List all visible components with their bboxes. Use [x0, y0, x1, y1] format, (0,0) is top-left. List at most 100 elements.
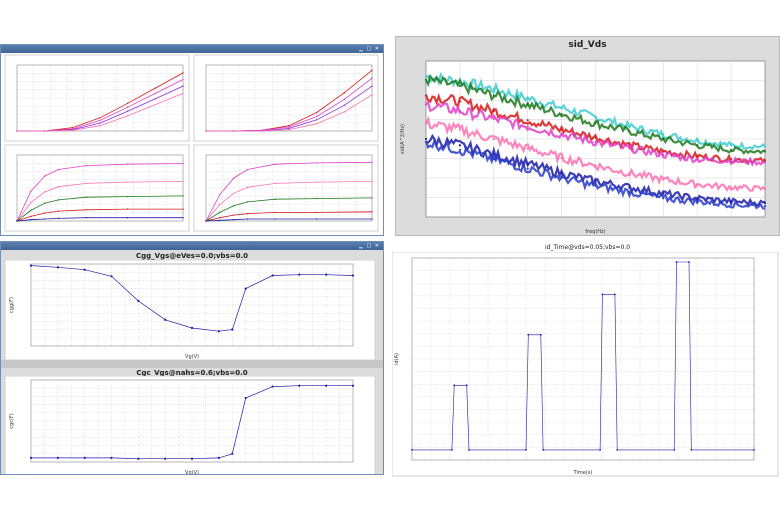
sid-point — [730, 148, 733, 152]
sid-point — [662, 150, 665, 153]
sid-point — [424, 78, 428, 81]
sid-point — [763, 161, 767, 164]
data-point — [219, 219, 221, 222]
subplot-idvg-linear — [4, 54, 190, 142]
cgg-title: Cgg_Vgs@eVes=0.0;vbs=0.0 — [135, 252, 249, 260]
data-point — [219, 203, 221, 206]
sid-point — [662, 178, 665, 181]
sid-point — [730, 203, 733, 206]
data-point — [527, 333, 530, 336]
idtime-group: Time(s) id(A) — [392, 252, 779, 477]
sid-series-band — [424, 115, 766, 193]
data-point — [371, 161, 373, 163]
window-controls[interactable]: ▁ □ ✕ — [359, 46, 380, 52]
sid-point — [628, 172, 631, 175]
sid-point — [628, 125, 631, 128]
data-point — [57, 217, 60, 220]
data-point — [260, 130, 263, 132]
sid-point — [492, 137, 495, 141]
cap-window-controls[interactable]: ▁ □ ✕ — [359, 243, 380, 249]
data-point — [232, 130, 235, 132]
data-point — [351, 384, 355, 387]
data-point — [315, 211, 318, 214]
data-point — [315, 123, 318, 125]
sid-ylabel: sid(A^2/Hz) — [400, 124, 406, 154]
data-point — [126, 102, 129, 104]
data-point — [29, 264, 33, 267]
sid-point — [594, 136, 597, 139]
data-point — [468, 449, 470, 451]
sid-plot-group: freq(Hz) sid(A^2/Hz) — [400, 60, 767, 235]
data-point — [616, 449, 619, 451]
data-point — [231, 328, 234, 331]
idtime-xlabel: Time(s) — [573, 470, 593, 476]
data-point — [274, 211, 276, 214]
sid-point — [526, 103, 529, 106]
data-point — [30, 201, 32, 204]
data-point — [298, 384, 301, 387]
window-maximize-icon[interactable]: □ — [366, 243, 373, 249]
data-point — [371, 180, 373, 183]
data-point — [274, 198, 276, 200]
data-point — [675, 261, 678, 263]
data-point — [690, 449, 693, 451]
data-point — [217, 456, 220, 459]
data-point — [71, 129, 74, 132]
data-point — [164, 318, 167, 321]
sid-point — [458, 144, 461, 147]
sid-point — [526, 97, 529, 100]
data-point — [182, 195, 184, 197]
window-minimize-icon[interactable]: ▁ — [359, 46, 364, 52]
sid-point — [730, 144, 733, 147]
data-point — [126, 181, 129, 183]
sid-point — [594, 141, 597, 144]
sid-point — [662, 197, 665, 200]
subplot-idvd-left — [4, 144, 190, 232]
data-point — [126, 106, 129, 108]
data-point — [246, 168, 249, 171]
cgc-subwindow-bar[interactable] — [1, 360, 383, 368]
cgc-svg-ylabel: cgc(F) — [9, 413, 15, 428]
cgc-plot: Vg(V) cgc(F) — [4, 376, 376, 474]
data-point — [182, 208, 184, 210]
sid-point — [492, 158, 495, 161]
sid-point — [526, 125, 529, 128]
data-point — [43, 191, 46, 193]
data-point — [30, 215, 32, 218]
sid-point — [458, 128, 461, 131]
sid-point — [458, 84, 461, 88]
window-close-icon[interactable]: ✕ — [374, 46, 380, 52]
data-point — [599, 449, 601, 451]
data-point — [219, 211, 221, 214]
data-point — [83, 268, 86, 271]
sid-point — [526, 147, 529, 150]
sid-point — [424, 94, 428, 97]
data-point — [231, 452, 234, 455]
cgg-svg-group: Vg(V) cgg(F) — [4, 260, 376, 360]
data-point — [315, 119, 318, 121]
sid-point — [730, 186, 733, 189]
data-point — [371, 94, 373, 96]
data-point — [126, 115, 129, 117]
sid-point — [526, 167, 529, 170]
sid-point — [628, 190, 631, 194]
data-point — [43, 212, 46, 214]
sid-point — [696, 155, 699, 158]
data-point — [57, 168, 60, 171]
idv-window-titlebar[interactable]: ▁ □ ✕ — [1, 45, 383, 53]
subplot-idvg-sat — [193, 54, 379, 142]
data-point — [83, 456, 86, 459]
sid-point — [458, 100, 461, 103]
cap-window-titlebar[interactable]: ▁ □ ✕ — [1, 242, 383, 250]
data-point — [182, 92, 184, 95]
sid-point — [560, 172, 563, 175]
window-close-icon[interactable]: ✕ — [374, 243, 380, 249]
data-point — [539, 333, 542, 336]
sid-point — [628, 186, 631, 189]
data-point — [288, 126, 290, 128]
sid-point — [696, 158, 699, 161]
window-minimize-icon[interactable]: ▁ — [359, 243, 364, 249]
series-line — [412, 261, 754, 451]
window-maximize-icon[interactable]: □ — [366, 46, 373, 52]
data-point — [190, 457, 194, 460]
